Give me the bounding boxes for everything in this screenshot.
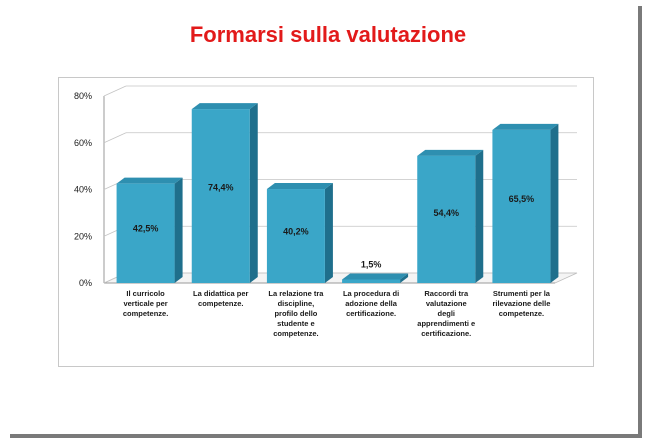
- x-axis-labels: Il curricolo verticale per competenze.La d…: [123, 289, 551, 338]
- x-category-label-line: Raccordi tra: [424, 289, 469, 298]
- x-category-label: Raccordi tra valutazione degli apprendiment…: [417, 289, 475, 338]
- x-category-label-line: rilevazione delle: [492, 299, 550, 308]
- x-category-label-line: competenze.: [123, 309, 168, 318]
- bar-top: [266, 183, 333, 190]
- x-category-label-line: Strumenti per la: [493, 289, 551, 298]
- bar: 42,5%: [116, 177, 183, 283]
- x-category-label-line: valutazione: [426, 299, 467, 308]
- bar-value-label: 65,5%: [509, 194, 535, 204]
- bar-value-label: 1,5%: [361, 259, 382, 269]
- bar-value-label: 54,4%: [433, 208, 459, 218]
- gridline-diagonal: [103, 85, 127, 97]
- bar: 65,5%: [492, 123, 559, 283]
- x-category-label: Il curricolo verticale per competenze.: [123, 289, 168, 318]
- x-category-label-line: competenze.: [273, 329, 318, 338]
- bar-front: [191, 109, 250, 283]
- bar-front: [417, 155, 476, 283]
- bar-top: [417, 149, 484, 156]
- slide-title: Formarsi sulla valutazione: [189, 22, 467, 47]
- bar-value-label: 42,5%: [133, 223, 159, 233]
- y-tick-label: 40%: [74, 185, 92, 195]
- x-category-label: La didattica per competenze.: [193, 289, 249, 308]
- x-category-label-line: apprendimenti e: [417, 319, 475, 328]
- bar-side: [400, 273, 409, 283]
- gridline-diagonal: [103, 132, 127, 144]
- x-category-label-line: competenze.: [198, 299, 243, 308]
- bar-side: [550, 123, 559, 283]
- x-category-label-line: La procedura di: [343, 289, 399, 298]
- bar-side: [475, 149, 484, 283]
- bar-front: [116, 183, 175, 283]
- bar-top: [191, 103, 258, 110]
- x-category-label-line: Il curricolo: [126, 289, 165, 298]
- bar-top: [342, 273, 409, 280]
- bar: 1,5%: [342, 259, 409, 283]
- bar-side: [249, 103, 258, 283]
- x-category-label-line: La didattica per: [193, 289, 249, 298]
- x-category-label-line: competenze.: [499, 309, 544, 318]
- y-tick-label: 60%: [74, 138, 92, 148]
- x-category-label-line: La relazione tra: [268, 289, 324, 298]
- x-category-label: La procedura di adozione della certificazi…: [343, 289, 399, 318]
- bars: 42,5% 74,4% 40,2% 1,5% 54,4% 65,5%: [116, 103, 559, 283]
- x-category-label-line: studente e: [277, 319, 315, 328]
- bar-value-label: 40,2%: [283, 226, 309, 236]
- bar: 40,2%: [266, 183, 333, 283]
- x-category-label-line: certificazione.: [346, 309, 396, 318]
- x-category-label-line: degli: [437, 309, 455, 318]
- y-tick-label: 20%: [74, 231, 92, 241]
- x-category-label: La relazione tra discipline, profilo dello…: [268, 289, 324, 338]
- bar-front: [342, 279, 401, 283]
- bar-side: [324, 183, 333, 283]
- bar-front: [266, 189, 325, 283]
- y-tick-label: 0%: [79, 278, 92, 288]
- x-category-label: Strumenti per la rilevazione delle compete…: [492, 289, 550, 318]
- bar-top: [492, 123, 559, 130]
- bar-value-label: 74,4%: [208, 182, 234, 192]
- bar-front: [492, 129, 551, 283]
- bar-top: [116, 177, 183, 184]
- x-category-label-line: profilo dello: [274, 309, 317, 318]
- x-category-label-line: discipline,: [278, 299, 315, 308]
- x-category-label-line: verticale per: [123, 299, 167, 308]
- y-tick-label: 80%: [74, 91, 92, 101]
- x-category-label-line: certificazione.: [421, 329, 471, 338]
- bar: 54,4%: [417, 149, 484, 283]
- bar-side: [174, 177, 183, 283]
- x-category-label-line: adozione della: [345, 299, 398, 308]
- bar: 74,4%: [191, 103, 258, 283]
